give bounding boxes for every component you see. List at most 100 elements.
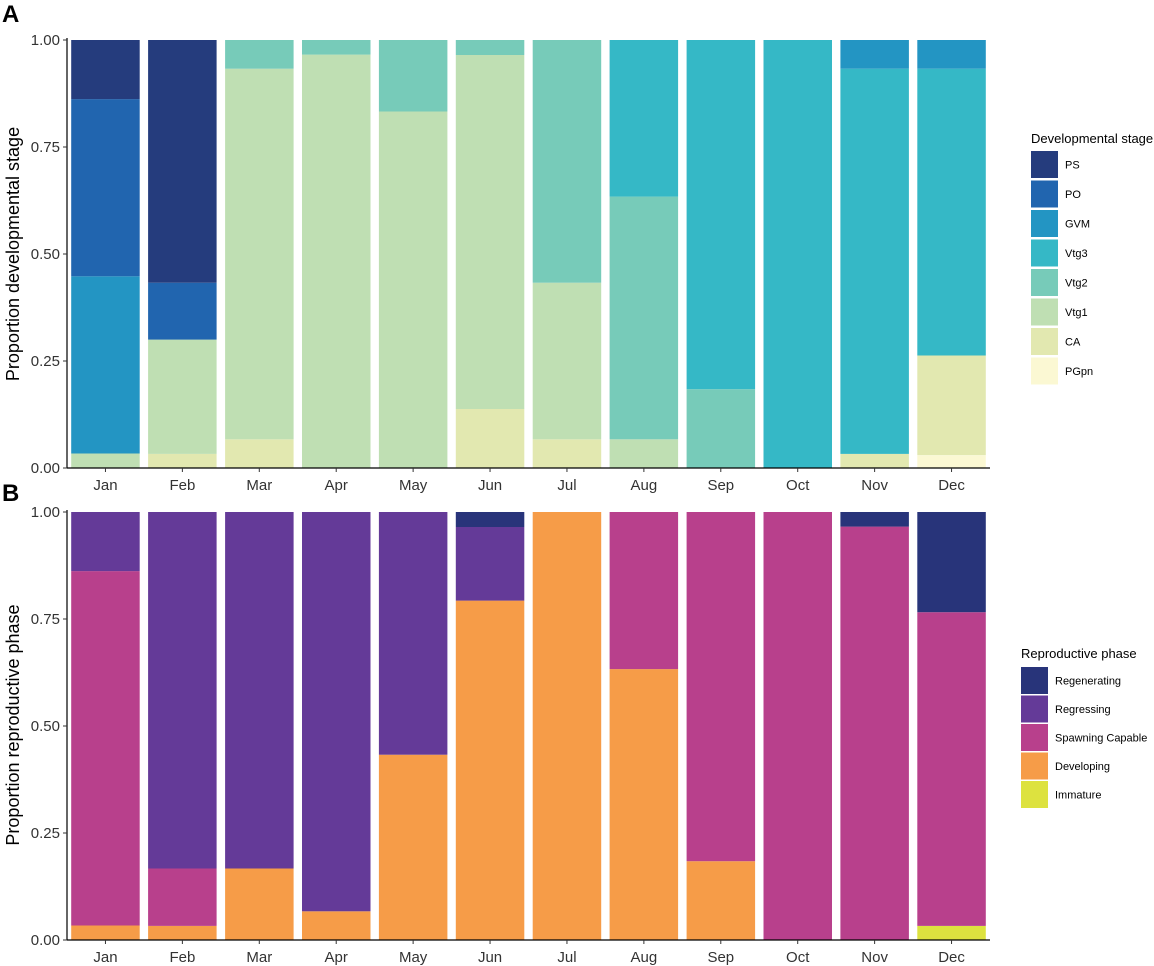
- panel-a-axes: 0.00 0.25 0.50 0.75 1.00 Jan Feb Mar Apr May Jun Ju…: [31, 32, 990, 494]
- panel-a-legend-swatch: [1031, 328, 1058, 355]
- panel-a-legend-label: CA: [1065, 337, 1081, 349]
- panel-a-bar-feb-po: [148, 282, 217, 340]
- panel-a-legend-swatch: [1031, 210, 1058, 237]
- panel-a-bar-may-vtg2: [378, 40, 448, 112]
- panel-b-bar-nov-regenerating: [840, 512, 909, 527]
- panel-b-legend-label: Regressing: [1055, 704, 1111, 716]
- panel-b-x-tick-label: May: [399, 949, 428, 966]
- panel-a-bar-jun-ca: [455, 408, 525, 468]
- panel-b-letter: B: [2, 480, 19, 507]
- panel-a-bar-feb-vtg1: [148, 339, 217, 454]
- panel-a-x-tick-label: Jun: [478, 477, 502, 494]
- panel-a-chart: A Proportion developmental stage 0.00 0.2…: [2, 1, 1153, 494]
- panel-b-x-tick-label: Nov: [861, 949, 888, 966]
- panel-a-bar-mar-ca: [225, 439, 294, 468]
- panel-a-bar-mar-vtg2: [225, 40, 294, 69]
- panel-a-bar-dec-ca: [917, 355, 986, 456]
- panel-a-legend-label: GVM: [1065, 219, 1090, 231]
- panel-b-bar-dec-regenerating: [917, 512, 986, 613]
- panel-a-y-tick-label: 0.25: [31, 353, 60, 370]
- panel-b-y-tick-label: 0.75: [31, 611, 60, 628]
- panel-a-legend-swatch: [1031, 151, 1058, 178]
- panel-a-bar-aug-vtg2: [609, 196, 679, 440]
- panel-b-bar-aug-developing: [609, 669, 679, 940]
- panel-a-legend-label: PS: [1065, 160, 1080, 172]
- panel-a-x-tick-label: Dec: [938, 477, 965, 494]
- panel-a-x-tick-label: Jul: [557, 477, 576, 494]
- panel-b-legend-swatch: [1021, 724, 1048, 751]
- panel-a-x-tick-label: Feb: [169, 477, 195, 494]
- panel-a-bar-jul-ca: [532, 439, 602, 468]
- panel-b-bar-mar-developing: [225, 868, 294, 940]
- panel-a-y-tick-label: 0.00: [31, 460, 60, 477]
- panel-a-bar-dec-pgpn: [917, 455, 986, 468]
- panel-b-bar-jan-spawning-capable: [71, 571, 140, 926]
- panel-b-bar-apr-regressing: [302, 512, 371, 912]
- panel-a-legend-label: PO: [1065, 189, 1081, 201]
- panel-b-axes: 0.00 0.25 0.50 0.75 1.00 Jan Feb Mar Apr May Jun Ju…: [31, 504, 990, 966]
- panel-a-legend-label: Vtg1: [1065, 307, 1088, 319]
- panel-a-bar-jan-gvm: [71, 276, 140, 454]
- panel-a-bar-apr-vtg2: [302, 40, 371, 55]
- panel-b-x-tick-label: Oct: [786, 949, 810, 966]
- panel-b-bar-apr-developing: [302, 911, 371, 940]
- panel-b-bar-jun-regressing: [455, 527, 525, 601]
- panel-b-legend-label: Immature: [1055, 790, 1101, 802]
- panel-a-bar-aug-vtg3: [609, 40, 679, 197]
- panel-b-x-tick-label: Aug: [631, 949, 658, 966]
- panel-b-bar-dec-spawning-capable: [917, 612, 986, 926]
- panel-a-bar-dec-vtg3: [917, 68, 986, 356]
- panel-a-legend-label: PGpn: [1065, 366, 1093, 378]
- panel-a-x-tick-label: Oct: [786, 477, 810, 494]
- panel-a-bar-jan-po: [71, 99, 140, 277]
- panel-a-legend-swatch: [1031, 298, 1058, 326]
- panel-b-bar-feb-developing: [148, 925, 217, 940]
- panel-a-bar-oct-vtg3: [763, 40, 832, 468]
- panel-b-bar-may-developing: [378, 754, 448, 940]
- panel-b-bar-nov-spawning-capable: [840, 526, 909, 940]
- panel-a-y-tick-label: 1.00: [31, 32, 60, 49]
- panel-a-bar-jan-ps: [71, 40, 140, 100]
- panel-b-x-tick-label: Jun: [478, 949, 502, 966]
- panel-b-bar-oct-spawning-capable: [763, 512, 832, 940]
- panel-b-x-tick-label: Dec: [938, 949, 965, 966]
- panel-b-bars: [71, 512, 986, 940]
- panel-b-bar-feb-regressing: [148, 512, 217, 869]
- panel-b-y-tick-label: 0.00: [31, 932, 60, 949]
- panel-b-legend-swatch: [1021, 695, 1048, 723]
- panel-b-legend-swatch: [1021, 781, 1048, 808]
- panel-a-y-tick-label: 0.50: [31, 246, 60, 263]
- panel-a-bar-jun-vtg1: [455, 55, 525, 409]
- panel-a-x-tick-label: Sep: [707, 477, 734, 494]
- panel-a-x-tick-label: May: [399, 477, 428, 494]
- panel-b-legend-swatch: [1021, 667, 1048, 694]
- panel-a-legend-swatch: [1031, 357, 1058, 385]
- panel-a-x-tick-label: Jan: [93, 477, 117, 494]
- panel-a-bar-may-vtg1: [378, 111, 448, 468]
- panel-a-legend-title: Developmental stage: [1031, 131, 1153, 146]
- panel-b-x-tick-label: Feb: [169, 949, 195, 966]
- panel-b-bar-jan-regressing: [71, 512, 140, 572]
- panel-a-bar-apr-vtg1: [302, 54, 371, 468]
- panel-a-bar-nov-gvm: [840, 40, 909, 69]
- panel-a-legend-swatch: [1031, 180, 1058, 208]
- panel-a-bar-feb-ca: [148, 453, 217, 468]
- panel-a-bar-dec-gvm: [917, 40, 986, 69]
- panel-a-x-tick-label: Mar: [246, 477, 272, 494]
- panel-a-bar-jun-vtg2: [455, 40, 525, 55]
- panel-a-bar-nov-vtg3: [840, 68, 909, 454]
- panel-b-y-tick-label: 0.50: [31, 718, 60, 735]
- panel-b-bar-mar-regressing: [225, 512, 294, 869]
- panel-b-bar-jun-developing: [455, 600, 525, 940]
- panel-b-y-tick-label: 1.00: [31, 504, 60, 521]
- panel-a-bar-feb-ps: [148, 40, 217, 283]
- panel-b-chart: B Proportion reproductive phase 0.00 0.25…: [2, 480, 1147, 966]
- panel-a-legend-label: Vtg3: [1065, 248, 1088, 260]
- panel-a-bar-jul-vtg1: [532, 282, 602, 440]
- panel-b-x-tick-label: Jan: [93, 949, 117, 966]
- panel-a-y-tick-label: 0.75: [31, 139, 60, 156]
- panel-a-x-tick-label: Aug: [631, 477, 658, 494]
- panel-b-legend-title: Reproductive phase: [1021, 646, 1137, 661]
- panel-a-legend-swatch: [1031, 239, 1058, 267]
- panel-a-bar-jul-vtg2: [532, 40, 602, 283]
